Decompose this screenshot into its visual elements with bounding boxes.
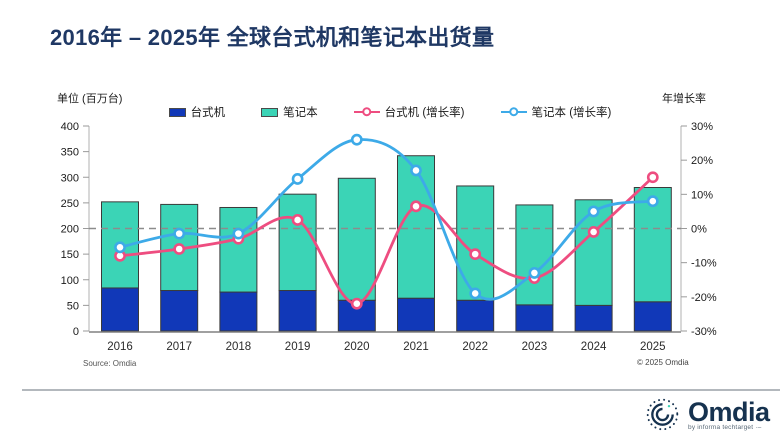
left-axis-unit-label: 单位 (百万台) [57,93,123,105]
svg-text:2020: 2020 [344,341,370,353]
right-axis-unit-label: 年增长率 [662,93,706,105]
svg-text:2017: 2017 [166,341,192,353]
legend-item-laptop: 笔记本 [261,104,318,120]
svg-text:0%: 0% [691,224,707,236]
svg-text:20%: 20% [691,155,713,167]
svg-text:2018: 2018 [226,341,252,353]
legend-item-laptop-growth: 笔记本 (增长率) [500,104,612,120]
svg-text:2021: 2021 [403,341,429,353]
desktop-bar-swatch-icon [168,107,186,117]
omdia-logo-tagline: by informa techtarget ·– [688,423,762,431]
svg-text:2019: 2019 [285,341,311,353]
svg-text:-20%: -20% [691,292,717,304]
svg-text:300: 300 [61,172,79,184]
omdia-logo: Omdia by informa techtarget ·– [644,396,770,433]
legend-label-laptop: 笔记本 [283,107,318,119]
svg-text:200: 200 [61,224,79,236]
svg-text:2025: 2025 [640,341,666,353]
svg-text:10%: 10% [691,189,713,201]
laptop-bar-swatch-icon [261,107,279,117]
svg-text:-30%: -30% [691,326,717,338]
laptop-growth-line-swatch-icon [500,111,527,113]
svg-text:2016: 2016 [107,341,133,353]
footer-divider [22,389,780,391]
omdia-logo-wordmark: Omdia by informa techtarget ·– [688,396,770,431]
omdia-logo-text: Omdia [688,396,770,427]
svg-text:150: 150 [61,249,79,261]
legend-label-laptop-growth: 笔记本 (增长率) [531,107,612,119]
page-title: 2016年 – 2025年 全球台式机和笔记本出货量 [50,25,495,50]
svg-text:2024: 2024 [581,341,607,353]
legend-label-desktop-growth: 台式机 (增长率) [384,107,465,119]
svg-text:100: 100 [61,275,79,287]
legend-item-desktop-growth: 台式机 (增长率) [353,104,465,120]
svg-text:50: 50 [67,300,79,312]
svg-text:350: 350 [61,147,79,159]
legend-label-desktop: 台式机 [190,107,226,119]
svg-text:30%: 30% [691,121,713,133]
svg-text:250: 250 [61,198,79,210]
svg-text:0: 0 [73,326,79,338]
svg-text:-10%: -10% [691,258,717,270]
omdia-logo-icon [646,398,679,431]
desktop-growth-line-swatch-icon [353,111,380,113]
copyright-note: © 2025 Omdia [637,358,689,367]
source-note: Source: Omdia [83,359,137,368]
svg-text:2023: 2023 [522,341,548,353]
svg-text:400: 400 [61,121,79,133]
chart-legend: 台式机 笔记本 台式机 (增长率) 笔记本 (增长率) [80,104,700,120]
svg-text:2022: 2022 [462,341,488,353]
legend-item-desktop: 台式机 [168,104,226,120]
